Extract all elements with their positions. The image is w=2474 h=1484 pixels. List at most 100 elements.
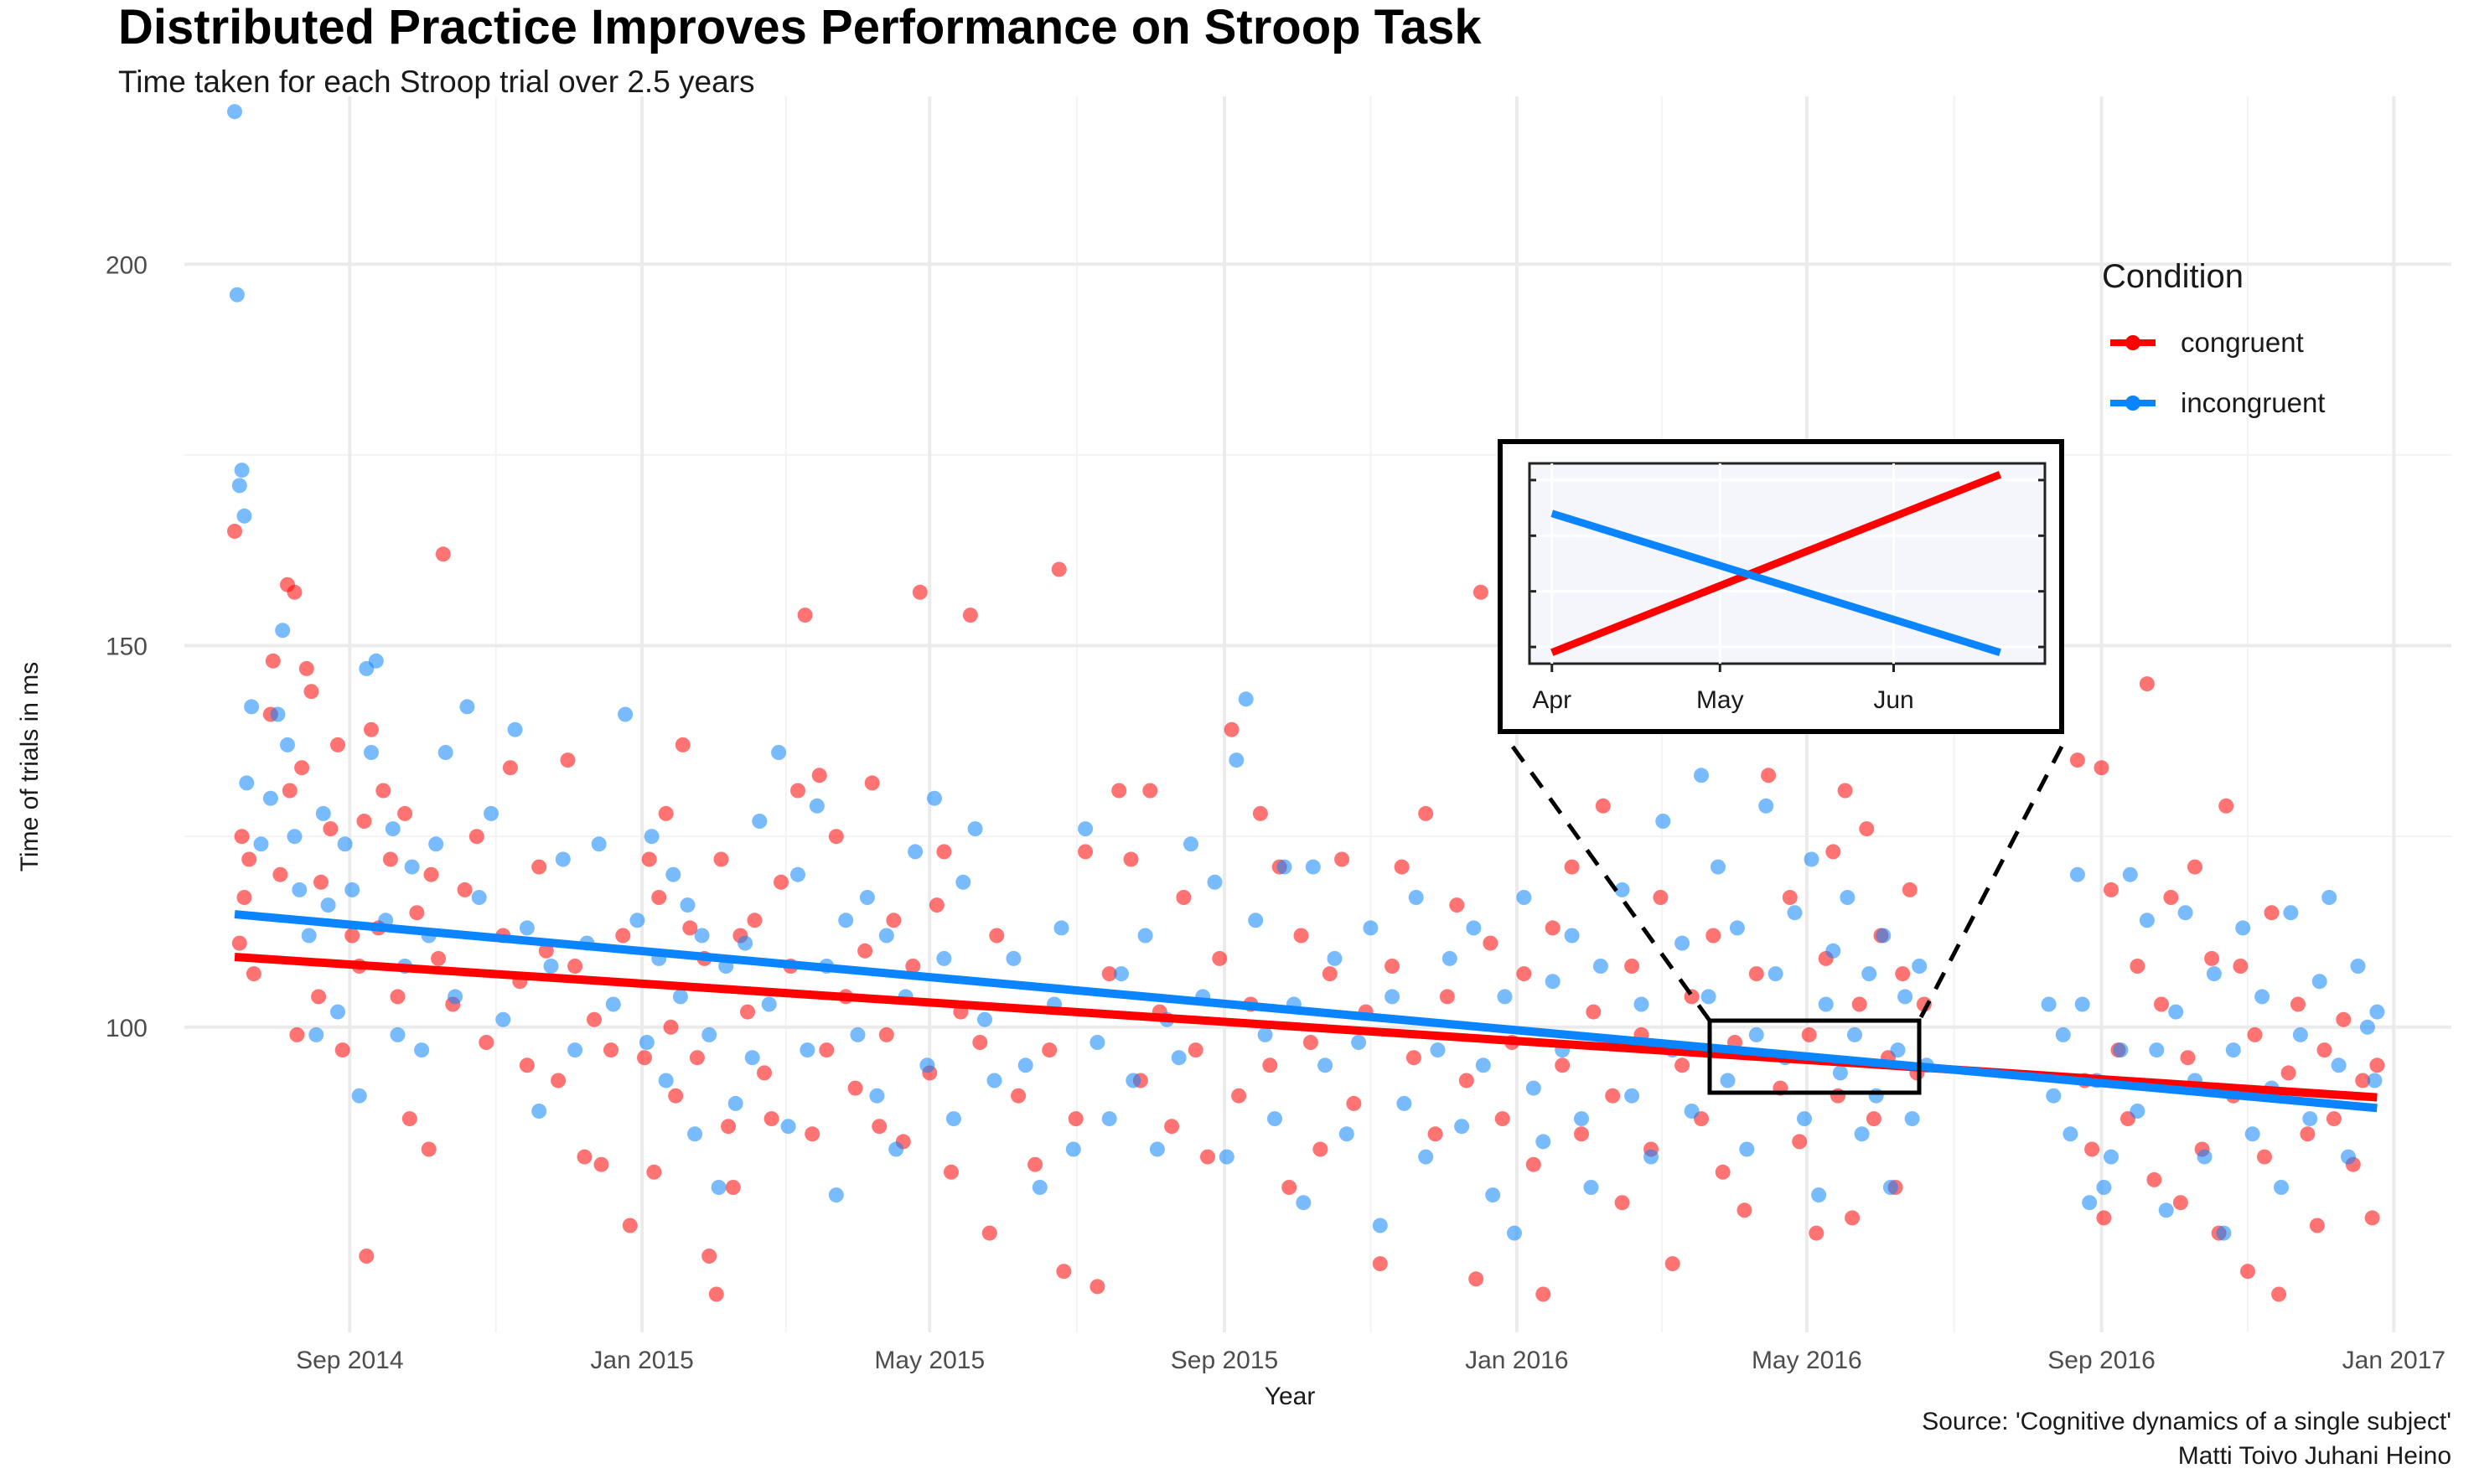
incongruent-point xyxy=(414,1042,430,1058)
incongruent-point xyxy=(244,699,260,715)
incongruent-point xyxy=(543,959,559,974)
congruent-point xyxy=(651,890,667,905)
congruent-point xyxy=(1825,844,1841,860)
x-tick-label: Jan 2016 xyxy=(1465,1347,1568,1374)
incongruent-point xyxy=(1912,959,1928,974)
incongruent-point xyxy=(1904,1111,1920,1127)
congruent-point xyxy=(1516,966,1532,982)
zoom-connector-left xyxy=(1510,745,1712,1022)
incongruent-point xyxy=(1338,1126,1354,1142)
incongruent-point xyxy=(234,463,250,478)
congruent-point xyxy=(334,1042,350,1058)
incongruent-point xyxy=(1267,1111,1282,1127)
incongruent-point xyxy=(2074,996,2090,1012)
incongruent-point xyxy=(337,836,353,852)
incongruent-point xyxy=(687,1126,703,1142)
inset-trend-lines xyxy=(1550,471,2002,657)
congruent-point xyxy=(682,920,698,936)
incongruent-point xyxy=(1363,920,1379,936)
legend-title: Condition xyxy=(2102,258,2244,295)
incongruent-point xyxy=(639,1035,655,1050)
incongruent-point xyxy=(1408,890,1424,905)
incongruent-point xyxy=(1372,1218,1388,1233)
incongruent-point xyxy=(1748,1026,1764,1042)
incongruent-point xyxy=(2359,1019,2375,1035)
incongruent-point xyxy=(859,890,875,905)
incongruent-point xyxy=(301,928,317,944)
incongruent-point xyxy=(2206,966,2222,982)
incongruent-point xyxy=(809,798,825,814)
congruent-point xyxy=(725,1180,741,1195)
congruent-point xyxy=(2204,950,2220,966)
incongruent-point xyxy=(665,866,681,882)
congruent-point xyxy=(2300,1126,2316,1142)
incongruent-point xyxy=(1768,966,1783,982)
incongruent-point xyxy=(945,1111,961,1127)
congruent-point xyxy=(294,760,310,776)
congruent-point xyxy=(1111,783,1127,799)
congruent-point xyxy=(2316,1042,2332,1058)
congruent-point xyxy=(2336,1011,2352,1027)
congruent-point xyxy=(713,851,729,867)
incongruent-point xyxy=(2235,920,2251,936)
congruent-point xyxy=(1674,1057,1690,1073)
incongruent-point xyxy=(2244,1126,2260,1142)
incongruent-point xyxy=(1219,1149,1234,1165)
congruent-point xyxy=(1281,1180,1297,1195)
inset-x-tick-label: Jun xyxy=(1873,686,1913,714)
incongruent-point xyxy=(2283,905,2299,921)
incongruent-point xyxy=(519,920,535,936)
congruent-point xyxy=(1736,1202,1752,1218)
congruent-point xyxy=(1224,721,1240,737)
congruent-point xyxy=(1176,890,1192,905)
congruent-point xyxy=(2104,882,2119,897)
congruent-point xyxy=(1231,1088,1247,1104)
incongruent-point xyxy=(591,836,607,852)
incongruent-point xyxy=(1583,1180,1599,1195)
congruent-point xyxy=(1748,966,1764,982)
congruent-point xyxy=(675,737,691,752)
congruent-point xyxy=(298,660,314,676)
legend-key-incongruent-dot xyxy=(2125,396,2140,411)
incongruent-point xyxy=(744,1050,760,1066)
incongruent-point xyxy=(2216,1225,2232,1241)
congruent-point xyxy=(519,1057,535,1073)
congruent-point xyxy=(1293,928,1309,944)
incongruent-point xyxy=(275,623,291,639)
incongruent-point xyxy=(738,935,753,951)
incongruent-point xyxy=(977,1011,992,1027)
incongruent-point xyxy=(1545,974,1560,990)
incongruent-point xyxy=(1564,928,1580,944)
incongruent-point xyxy=(1396,1095,1412,1111)
congruent-point xyxy=(236,890,252,905)
congruent-point xyxy=(805,1126,820,1142)
incongruent-point xyxy=(308,1026,324,1042)
incongruent-point xyxy=(2367,1073,2383,1088)
incongruent-point xyxy=(986,1073,1002,1088)
y-tick-label: 150 xyxy=(106,633,148,661)
incongruent-point xyxy=(1897,989,1913,1005)
incongruent-point xyxy=(437,745,453,760)
congruent-point xyxy=(231,935,247,951)
congruent-point xyxy=(1089,1279,1105,1295)
congruent-point xyxy=(364,721,379,737)
incongruent-point xyxy=(605,996,621,1012)
incongruent-point xyxy=(287,829,303,845)
incongruent-point xyxy=(908,844,924,860)
incongruent-point xyxy=(644,829,660,845)
congruent-point xyxy=(857,943,873,959)
incongruent-point xyxy=(484,805,499,821)
incongruent-point xyxy=(351,1088,367,1104)
congruent-point xyxy=(936,844,952,860)
incongruent-point xyxy=(711,1180,727,1195)
incongruent-point xyxy=(2046,1088,2062,1104)
incongruent-point xyxy=(1614,882,1630,897)
incongruent-point xyxy=(2341,1149,2356,1165)
x-axis-label: Year xyxy=(1265,1383,1316,1410)
congruent-point xyxy=(929,897,945,913)
congruent-point xyxy=(1595,798,1611,814)
congruent-point xyxy=(401,1111,417,1127)
congruent-point xyxy=(708,1286,724,1302)
incongruent-point xyxy=(927,790,942,806)
incongruent-point xyxy=(1296,1195,1312,1211)
